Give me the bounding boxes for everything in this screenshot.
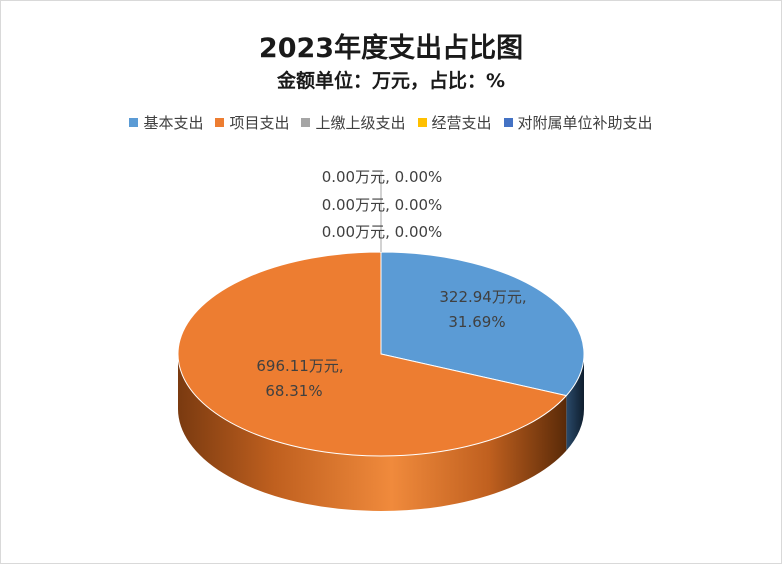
legend-label-basic: 基本支出: [143, 114, 204, 132]
pie-slice-0: [380, 251, 585, 397]
legend-label-remit: 上缴上级支出: [315, 114, 406, 132]
legend-label-subsidy: 对附属单位补助支出: [517, 114, 653, 132]
legend-swatch-business: [417, 118, 427, 127]
legend-swatch-basic: [129, 118, 139, 127]
legend-item-subsidy: 对附属单位补助支出: [503, 112, 653, 133]
data-label-basic-amount: 322.94万元,: [439, 288, 526, 306]
legend-swatch-remit: [301, 118, 311, 127]
data-label-project-percent: 68.31%: [265, 382, 322, 400]
data-label-project-amount: 696.11万元,: [256, 357, 343, 375]
legend-item-remit: 上缴上级支出: [301, 112, 406, 133]
legend: 基本支出 项目支出 上缴上级支出 经营支出 对附属单位补助支出: [0, 112, 782, 133]
data-label-subsidy: 0.00万元, 0.00%: [322, 223, 443, 241]
legend-item-project: 项目支出: [215, 112, 289, 133]
chart-title: 2023年度支出占比图: [258, 33, 524, 64]
pie-side-1: [178, 354, 567, 511]
pie-side-0: [566, 354, 584, 451]
chart-subtitle: 金额单位：万元，占比：%: [276, 70, 506, 92]
legend-swatch-subsidy: [503, 118, 513, 127]
data-label-remit: 0.00万元, 0.00%: [322, 168, 443, 186]
legend-label-project: 项目支出: [229, 114, 290, 132]
legend-label-business: 经营支出: [431, 114, 492, 132]
data-label-basic-percent: 31.69%: [448, 313, 505, 331]
legend-item-basic: 基本支出: [129, 112, 203, 133]
legend-item-business: 经营支出: [417, 112, 492, 133]
legend-swatch-project: [215, 118, 225, 127]
data-label-business: 0.00万元, 0.00%: [322, 196, 443, 214]
pie-slice-1: [177, 251, 568, 457]
